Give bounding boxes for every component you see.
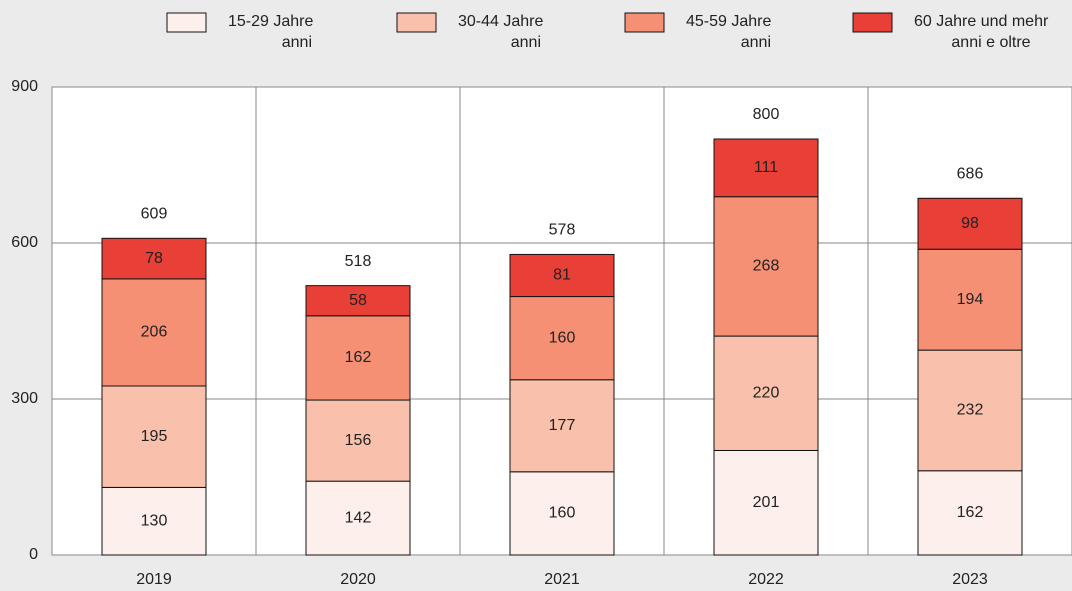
x-tick-label: 2022 (748, 571, 784, 588)
value-label: 206 (141, 324, 168, 341)
legend-sublabel: anni (282, 34, 312, 51)
value-label: 195 (141, 428, 168, 445)
total-label: 609 (141, 206, 168, 223)
legend-label: 30-44 Jahre (458, 13, 543, 30)
bar-segment (305, 480, 411, 556)
bar-segment (917, 349, 1023, 472)
bar-segment (917, 248, 1023, 351)
value-label: 130 (141, 512, 168, 529)
value-label: 194 (957, 291, 984, 308)
total-label: 686 (957, 165, 984, 182)
legend-swatch (852, 12, 893, 33)
value-label: 162 (345, 349, 372, 366)
y-tick-label: 900 (11, 78, 38, 95)
bar-segment (305, 285, 411, 317)
x-tick-label: 2021 (544, 571, 580, 588)
legend-label: 60 Jahre und mehr (914, 13, 1049, 30)
legend-label: 45-59 Jahre (686, 13, 771, 30)
bar-segment (713, 335, 819, 451)
value-label: 160 (549, 329, 576, 346)
bar-segment (509, 253, 615, 298)
total-label: 578 (549, 222, 576, 239)
bar-segment (101, 486, 207, 556)
value-label: 201 (753, 494, 780, 511)
legend-sublabel: anni (741, 34, 771, 51)
bar-segment (509, 379, 615, 473)
value-label: 78 (145, 250, 163, 267)
bar-segment (101, 385, 207, 488)
value-label: 142 (345, 509, 372, 526)
bar-segment (917, 197, 1023, 250)
legend-swatch (396, 12, 437, 33)
x-tick-label: 2019 (136, 571, 172, 588)
value-label: 81 (553, 267, 571, 284)
total-label: 518 (345, 253, 372, 270)
legend-sublabel: anni e oltre (951, 34, 1030, 51)
value-label: 98 (961, 215, 979, 232)
y-tick-label: 600 (11, 234, 38, 251)
bar-segment (305, 315, 411, 401)
value-label: 111 (754, 159, 778, 176)
value-label: 58 (349, 292, 367, 309)
y-tick-label: 0 (29, 546, 38, 563)
x-tick-label: 2023 (952, 571, 988, 588)
bar-segment (101, 237, 207, 280)
bar-segment (713, 196, 819, 337)
legend-label: 15-29 Jahre (228, 13, 313, 30)
value-label: 177 (549, 417, 576, 434)
value-label: 268 (753, 258, 780, 275)
bar-segment (713, 449, 819, 556)
value-label: 160 (549, 505, 576, 522)
value-label: 162 (957, 504, 984, 521)
legend-swatch (166, 12, 207, 33)
value-label: 156 (345, 432, 372, 449)
legend-sublabel: anni (511, 34, 541, 51)
bar-segment (509, 296, 615, 381)
bar-segment (305, 399, 411, 482)
total-label: 800 (753, 106, 780, 123)
bar-segment (713, 138, 819, 198)
bar-segment (917, 470, 1023, 556)
x-tick-label: 2020 (340, 571, 376, 588)
legend-swatch (624, 12, 665, 33)
value-label: 232 (957, 402, 984, 419)
value-label: 220 (753, 384, 780, 401)
y-tick-label: 300 (11, 390, 38, 407)
